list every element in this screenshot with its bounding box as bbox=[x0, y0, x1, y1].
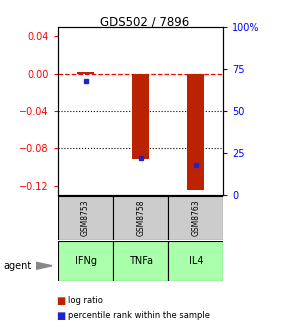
Text: IL4: IL4 bbox=[188, 256, 203, 266]
Polygon shape bbox=[36, 262, 52, 269]
Bar bbox=[113, 241, 168, 281]
Text: ■: ■ bbox=[57, 296, 66, 306]
Bar bbox=[77, 72, 94, 74]
Text: ■: ■ bbox=[57, 311, 66, 321]
Text: TNFa: TNFa bbox=[129, 256, 153, 266]
Bar bbox=[132, 74, 149, 159]
Text: agent: agent bbox=[3, 261, 31, 271]
Bar bbox=[168, 241, 223, 281]
Text: GSM8753: GSM8753 bbox=[81, 200, 90, 237]
Bar bbox=[168, 196, 223, 240]
Text: GDS502 / 7896: GDS502 / 7896 bbox=[100, 15, 190, 28]
Text: percentile rank within the sample: percentile rank within the sample bbox=[68, 311, 210, 320]
Bar bbox=[113, 196, 168, 240]
Bar bbox=[188, 74, 204, 190]
Bar bbox=[58, 196, 113, 240]
Text: GSM8763: GSM8763 bbox=[191, 200, 200, 237]
Bar bbox=[58, 241, 113, 281]
Text: IFNg: IFNg bbox=[75, 256, 97, 266]
Text: GSM8758: GSM8758 bbox=[136, 200, 145, 236]
Text: log ratio: log ratio bbox=[68, 296, 103, 305]
